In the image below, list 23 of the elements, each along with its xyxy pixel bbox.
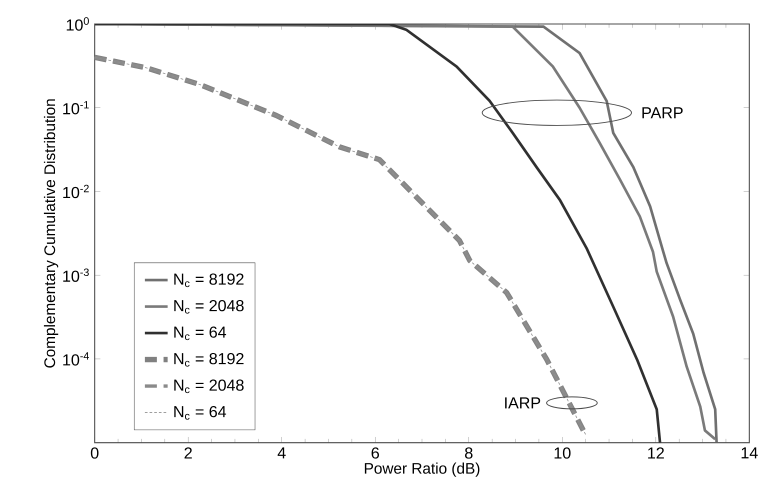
legend-label: N$_{c}$ = 8192 xyxy=(174,352,244,367)
x-tick-label: 10 xyxy=(554,447,571,459)
annotation: IARP xyxy=(505,397,540,408)
x-axis-title: Power Ratio (dB) xyxy=(364,462,480,477)
legend-label: N$_{c}$ = 2048 xyxy=(174,379,244,394)
y-tick-label: 10$^{-4}$ xyxy=(63,352,89,366)
legend-label: N$_{c}$ = 2048 xyxy=(174,300,244,314)
y-tick-label: 10$^{0}$ xyxy=(66,17,89,31)
x-tick-label: 6 xyxy=(372,447,379,459)
x-tick-label: 4 xyxy=(278,447,286,458)
legend-label: N$_{c}$ = 64 xyxy=(174,326,226,340)
x-tick-label: 0 xyxy=(90,447,99,459)
x-tick-label: 12 xyxy=(648,447,664,459)
x-tick-label: 2 xyxy=(184,447,192,459)
y-tick-label: 10$^{-1}$ xyxy=(63,101,89,114)
y-tick-label: 10$^{-2}$ xyxy=(63,184,89,198)
legend-label: N$_{c}$ = 64 xyxy=(174,406,226,420)
legend-label: N$_{c}$ = 8192 xyxy=(174,273,244,288)
x-tick-label: 14 xyxy=(742,447,758,458)
annotation: PARP xyxy=(642,107,683,118)
x-tick-label: 8 xyxy=(465,447,473,459)
y-axis-title: Complementary Cumulative Distribution xyxy=(44,99,58,368)
y-tick-label: 10$^{-3}$ xyxy=(63,268,89,282)
